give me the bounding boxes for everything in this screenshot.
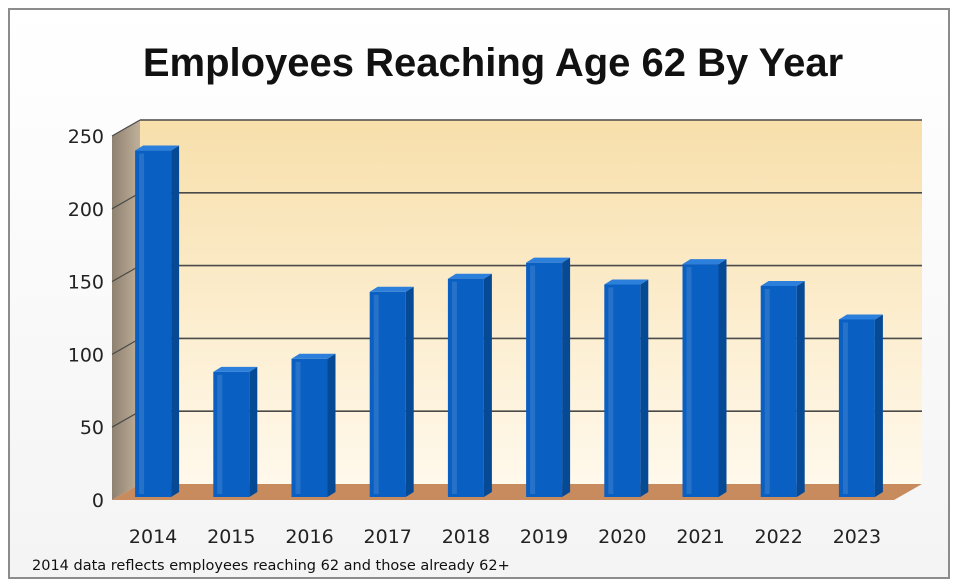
bar-front (526, 262, 563, 497)
bar-side (483, 273, 492, 497)
bar-top (213, 366, 258, 372)
x-tick-label: 2014 (129, 526, 177, 548)
bar-front (135, 150, 172, 497)
bar-top (447, 273, 492, 279)
bar-side (796, 280, 805, 497)
bar-highlight (686, 267, 692, 494)
bar-chart: 0 50 100 150 200 250 2014 2015 2016 2017 2018 2019… (32, 41, 922, 574)
bar-side (171, 145, 180, 497)
x-tick-label: 2017 (364, 526, 412, 548)
y-axis-labels: 0 50 100 150 200 250 (68, 126, 104, 512)
bar (604, 279, 649, 497)
bar (135, 145, 180, 497)
bar-highlight (530, 265, 536, 494)
bar-highlight (451, 281, 457, 494)
bar (760, 280, 805, 497)
y-tick-label: 100 (68, 344, 104, 366)
x-tick-label: 2022 (755, 526, 803, 548)
bar-front (604, 284, 641, 497)
bar-front (213, 371, 250, 497)
bar-side (874, 314, 883, 497)
x-axis-labels: 2014 2015 2016 2017 2018 2019 2020 2021 2022 2023 (129, 526, 881, 548)
bar-highlight (608, 287, 614, 494)
bar-top (682, 259, 727, 265)
chart-frame: 0 50 100 150 200 250 2014 2015 2016 2017 2018 2019… (8, 8, 950, 579)
bar-front (760, 285, 797, 497)
bar-side (640, 279, 649, 497)
bar-top (291, 353, 336, 359)
bar-top (135, 145, 180, 151)
y-tick-label: 0 (92, 490, 104, 512)
side-wall (112, 120, 140, 500)
bar (838, 314, 883, 497)
bar-top (604, 279, 649, 285)
bar-highlight (842, 322, 848, 494)
bar (213, 366, 258, 497)
bar-top (526, 257, 571, 263)
bar-front (838, 319, 875, 497)
chart-title: Employees Reaching Age 62 By Year (143, 41, 843, 85)
x-tick-label: 2015 (207, 526, 255, 548)
bar-front (682, 264, 719, 497)
y-tick-label: 50 (80, 417, 104, 439)
x-tick-label: 2019 (520, 526, 568, 548)
y-tick-label: 200 (68, 199, 104, 221)
bar-highlight (295, 361, 301, 494)
bar-top (838, 314, 883, 320)
bar-side (327, 353, 336, 497)
bar-top (369, 286, 414, 292)
bar-side (562, 257, 571, 497)
bar (447, 273, 492, 497)
bar (369, 286, 414, 497)
bar (526, 257, 571, 497)
bar-front (447, 278, 484, 497)
bars (135, 145, 883, 497)
bar-highlight (764, 288, 770, 494)
y-tick-label: 150 (68, 272, 104, 294)
x-tick-label: 2018 (442, 526, 490, 548)
x-tick-label: 2016 (285, 526, 333, 548)
x-tick-label: 2020 (598, 526, 646, 548)
chart-footnote: 2014 data reflects employees reaching 62… (32, 558, 510, 574)
bar-top (760, 280, 805, 286)
x-tick-label: 2021 (676, 526, 724, 548)
x-tick-label: 2023 (833, 526, 881, 548)
bar-highlight (139, 153, 145, 494)
bar-front (369, 291, 406, 497)
bar-front (291, 358, 328, 497)
y-tick-label: 250 (68, 126, 104, 148)
bar-highlight (217, 374, 223, 494)
bar-side (249, 366, 258, 497)
bar-highlight (373, 294, 379, 494)
bar (291, 353, 336, 497)
bar (682, 259, 727, 497)
gridline-side (111, 119, 141, 137)
bar-side (718, 259, 727, 497)
bar-side (405, 286, 414, 497)
